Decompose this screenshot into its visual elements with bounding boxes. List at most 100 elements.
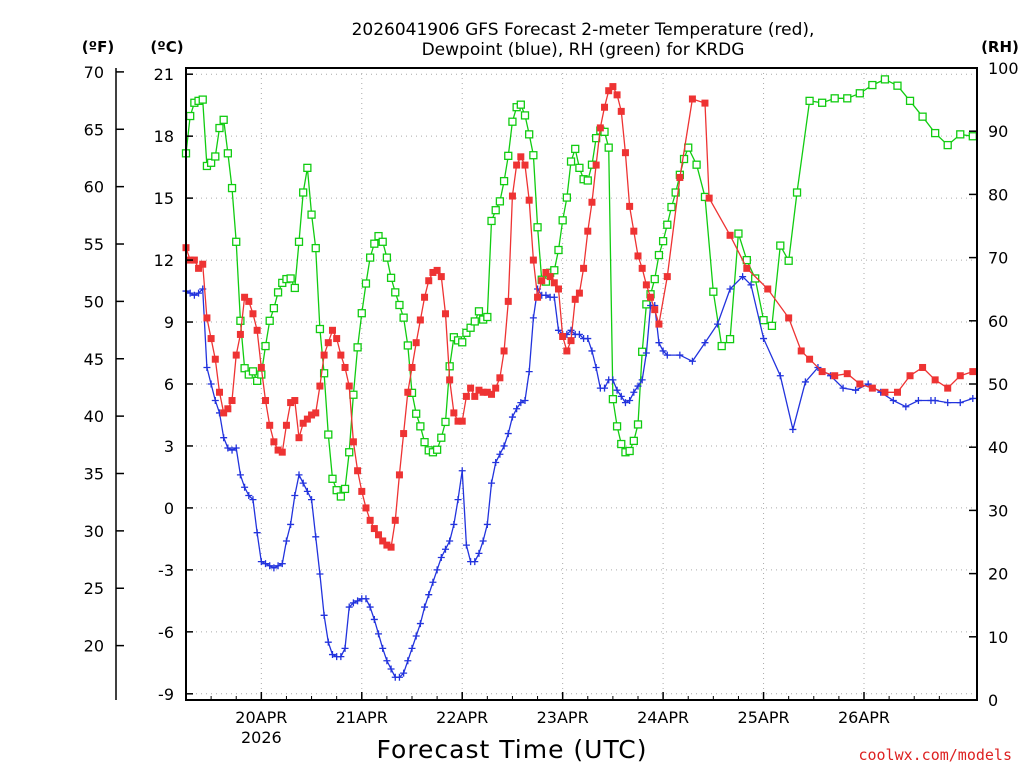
dew-point [295, 471, 303, 479]
dew-point [789, 425, 797, 433]
temp-point [412, 339, 420, 347]
dew-point [278, 560, 286, 568]
dew-point [931, 397, 939, 405]
dew-point [914, 397, 922, 405]
rh-point [508, 117, 517, 126]
dew-point [404, 657, 412, 665]
celsius-tick-label: 12 [154, 251, 174, 270]
temp-point [421, 293, 429, 301]
temp-point [651, 306, 659, 314]
dew-point [852, 386, 860, 394]
temp-point [349, 438, 357, 446]
rh-point [499, 176, 509, 186]
temp-point [538, 277, 546, 285]
rh-tick-label: 70 [988, 249, 1008, 268]
dew-point [517, 399, 525, 407]
chart-title-line2: Dewpoint (blue), RH (green) for KRDG [422, 40, 745, 60]
rh-point [759, 316, 768, 325]
dew-point [236, 471, 244, 479]
rh-point [215, 123, 224, 133]
temp-point [630, 227, 638, 235]
x-tick-label: 26APR [838, 708, 890, 727]
rh-tick-label: 100 [988, 59, 1019, 78]
dew-point [429, 578, 437, 586]
dew-point [253, 529, 261, 537]
rh-point [495, 197, 505, 206]
temp-point [797, 347, 805, 355]
rh-point [792, 188, 802, 197]
dew-point [257, 558, 265, 566]
temp-point [308, 411, 316, 419]
dew-point [441, 545, 449, 553]
rh-point [776, 241, 785, 250]
dew-point [395, 673, 403, 681]
rh-point [558, 216, 567, 225]
rh-point [353, 343, 362, 352]
temp-point [387, 543, 395, 551]
rh-point [370, 239, 379, 248]
temp-point [919, 363, 927, 371]
rh-point [445, 362, 454, 371]
x-tick-label: 20APR [235, 708, 287, 727]
temp-point [571, 295, 579, 303]
rh-point [943, 140, 952, 150]
dew-point [454, 496, 462, 504]
dew-point [387, 665, 395, 673]
rh-tick-label: 20 [988, 565, 1008, 584]
dew-point [739, 273, 747, 281]
rh-point [206, 158, 216, 167]
dew-point [714, 320, 722, 328]
rh-tick-label: 10 [988, 628, 1008, 647]
rh-point [223, 149, 233, 158]
dew-point [282, 537, 290, 545]
celsius-unit-label: (ºC) [150, 38, 183, 56]
temp-point [626, 202, 634, 210]
dew-point [416, 620, 424, 628]
dew-point [542, 291, 550, 299]
rh-point [361, 279, 371, 288]
dew-point [228, 446, 236, 454]
series-group [182, 273, 977, 681]
dew-point [186, 289, 194, 297]
rh-point [968, 132, 977, 141]
fahrenheit-tick-label: 25 [84, 579, 104, 598]
temp-point [195, 264, 203, 272]
temp-point [567, 337, 575, 345]
dew-point [220, 434, 228, 442]
rh-point [905, 96, 915, 106]
rh-point [650, 274, 659, 284]
dew-point [362, 595, 370, 603]
dew-point [726, 285, 734, 293]
dew-point [483, 520, 491, 528]
dew-point [324, 638, 332, 646]
temp-point [534, 293, 542, 301]
temp-point [496, 374, 504, 382]
x-tick-label: 24APR [637, 708, 689, 727]
rh-point [319, 369, 329, 378]
dew-point [299, 479, 307, 487]
rh-point [441, 417, 450, 427]
dew-point [609, 376, 617, 384]
rh-point [566, 157, 576, 166]
rh-point [642, 300, 651, 309]
dew-point [341, 644, 349, 652]
rh-tick-label: 80 [988, 185, 1008, 204]
dew-point [270, 564, 278, 572]
temp-point [806, 355, 814, 363]
dew-point [458, 467, 466, 475]
temp-point [437, 273, 445, 281]
dew-point [249, 496, 257, 504]
temp-point [232, 351, 240, 359]
temp-point [274, 446, 282, 454]
dew-point [320, 611, 328, 619]
dew-point [504, 430, 512, 438]
temp-point [249, 310, 257, 318]
temp-point [215, 388, 223, 396]
temp-point [529, 256, 537, 264]
rh-point [269, 304, 279, 313]
fahrenheit-tick-label: 40 [84, 407, 104, 426]
dew-point [969, 394, 977, 402]
temp-point [454, 417, 462, 425]
rh-point [562, 193, 572, 202]
rh-point [248, 367, 258, 376]
